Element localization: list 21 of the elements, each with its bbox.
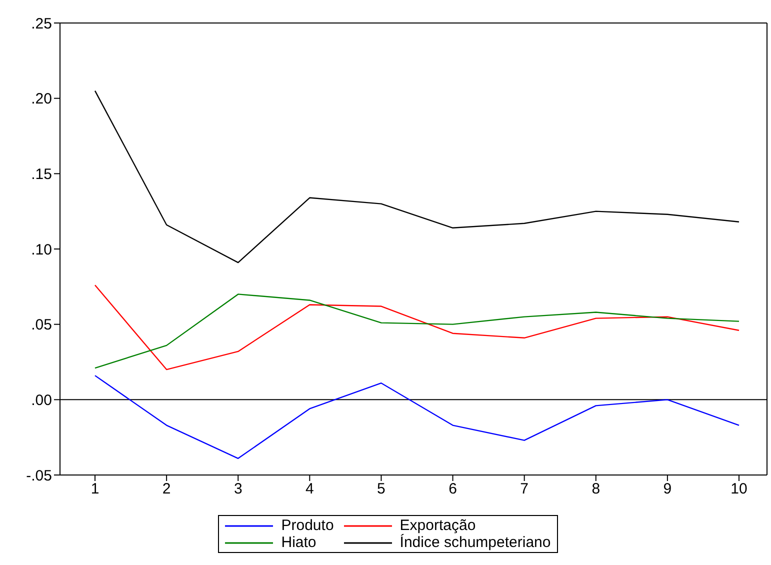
x-tick-label: 10 bbox=[730, 480, 748, 498]
legend-label: Produto bbox=[281, 517, 334, 534]
x-tick-label: 9 bbox=[663, 480, 672, 498]
y-tick-label: .20 bbox=[31, 90, 52, 108]
x-tick-label: 4 bbox=[305, 480, 314, 498]
x-tick-label: 3 bbox=[234, 480, 242, 498]
y-tick-label: .10 bbox=[31, 241, 52, 258]
legend-label: Hiato bbox=[281, 534, 316, 551]
y-tick-label: -.05 bbox=[26, 467, 52, 484]
x-tick-label: 1 bbox=[90, 480, 100, 498]
y-tick-label: .05 bbox=[31, 316, 52, 334]
y-tick-label: .00 bbox=[31, 392, 52, 409]
y-tick-label: .15 bbox=[31, 166, 52, 183]
x-tick-label: 6 bbox=[448, 480, 457, 498]
x-tick-label: 8 bbox=[592, 480, 600, 498]
x-tick-label: 2 bbox=[162, 480, 171, 498]
legend-label: Exportação bbox=[400, 517, 476, 534]
x-tick-label: 5 bbox=[377, 480, 386, 498]
x-tick-label: 7 bbox=[520, 480, 529, 498]
legend-label: Índice schumpeteriano bbox=[400, 534, 551, 551]
y-tick-label: .25 bbox=[31, 15, 52, 32]
